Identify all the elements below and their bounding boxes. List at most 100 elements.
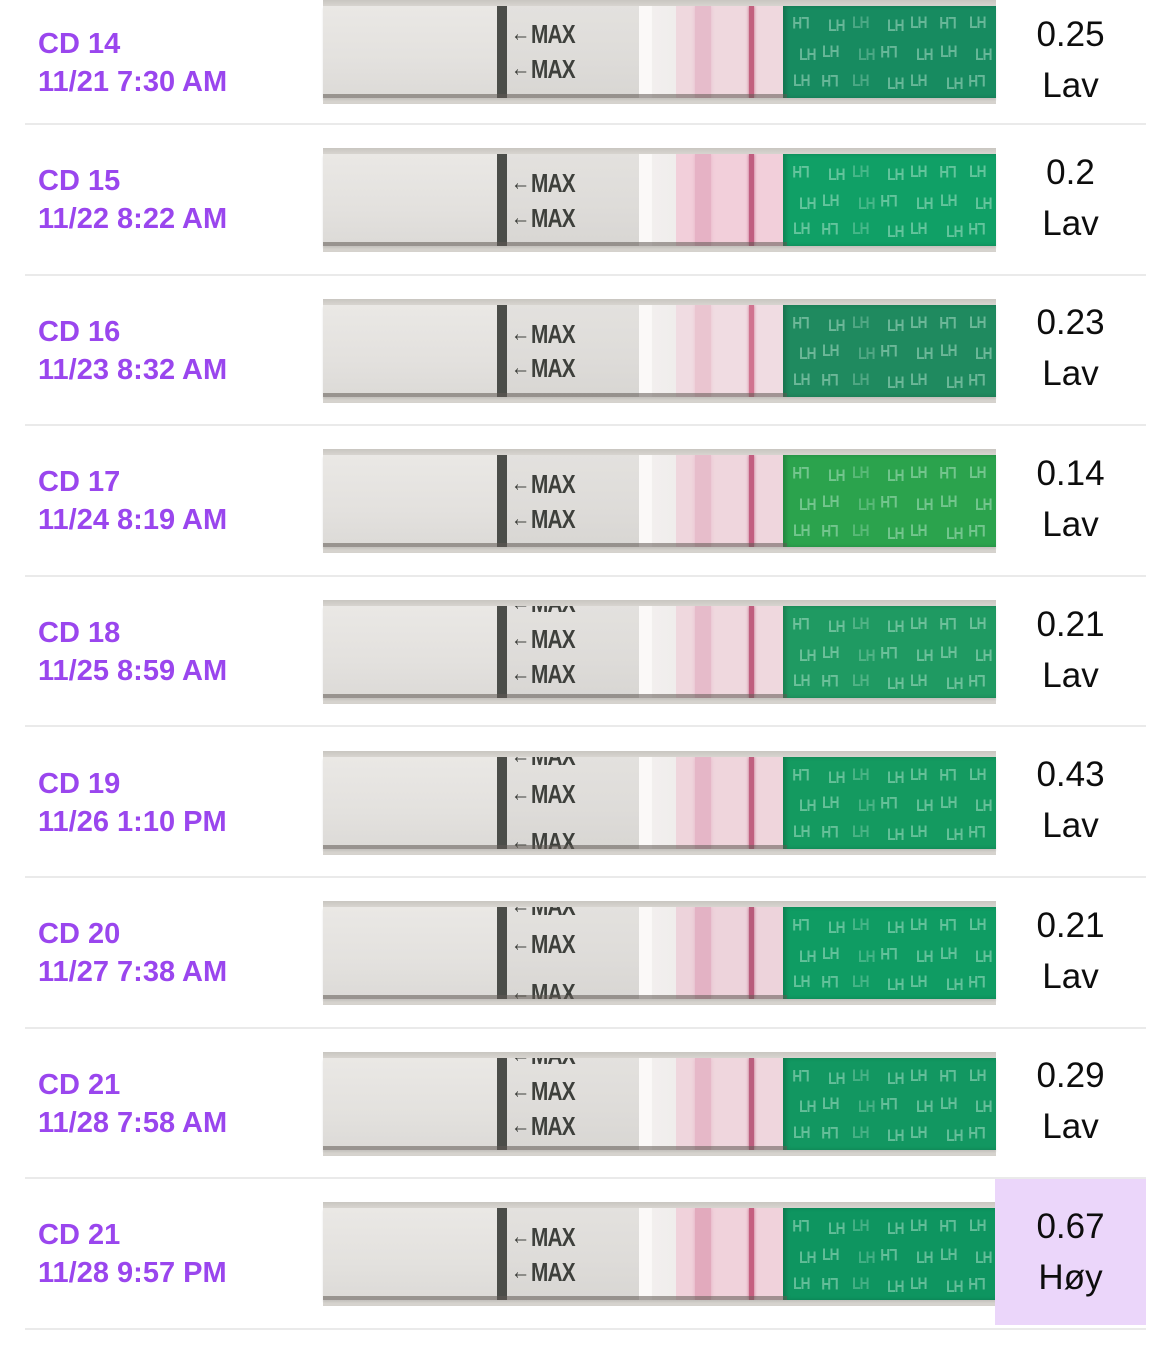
left-arrow-icon: ←	[510, 319, 530, 347]
max-label: ←MAX	[511, 606, 576, 616]
left-arrow-icon: ←	[510, 1112, 530, 1140]
max-text: MAX	[530, 318, 576, 349]
lh-handle-letters: LH	[939, 162, 957, 182]
max-text: MAX	[530, 54, 576, 85]
test-entry-row[interactable]: CD 15 11/22 8:22 AM ← MAX ← MAX LH LH LH LH LH L…	[0, 125, 1170, 276]
lh-handle-letters: LH	[851, 915, 869, 935]
lh-handle-letters: LH	[910, 821, 927, 841]
lh-handle-letters: LH	[969, 463, 986, 483]
test-strip-photo[interactable]: ← MAX ← MAX LH LH LH LH LH LH LH LH LH LH LH LH LH LH LH L…	[323, 449, 996, 554]
lh-handle-letters: LH	[793, 915, 810, 935]
lh-handle-letters: LH	[881, 1244, 898, 1264]
result-cell: 0.43 Lav	[995, 727, 1146, 873]
max-label: ←MAX	[511, 205, 576, 231]
strip-white-gap	[639, 756, 676, 849]
lh-test-strip: ←MAX←MAX←MAX LHLHLHLHLHLHLHLHLHLHLHLHLHL…	[323, 907, 996, 1000]
lh-handle-letters: LH	[975, 796, 992, 816]
test-strip-photo[interactable]: ←MAX←MAX←MAX LHLHLHLHLHLHLHLHLHLHLHLHLHL…	[323, 600, 996, 705]
test-entry-row[interactable]: CD 17 11/24 8:19 AM ← MAX ← MAX LH LH LH LH LH L…	[0, 426, 1170, 577]
test-strip-photo[interactable]: ← MAX ← MAX LH LH LH LH LH LH LH LH LH LH LH LH LH LH LH L…	[323, 1202, 996, 1307]
result-cell: 0.21 Lav	[995, 577, 1146, 723]
strip-max-label-section: ←MAX←MAX←MAX	[506, 756, 640, 849]
lh-handle-letters: LH	[939, 463, 957, 483]
lh-handle-letters: LH	[939, 613, 957, 633]
lh-handle-letters: LH	[828, 767, 845, 787]
lh-handle-letters: LH	[851, 1273, 869, 1293]
lh-handle-letters: LH	[793, 70, 810, 90]
lh-handle-letters: LH	[799, 1247, 816, 1267]
date-time-label: 11/28 7:58 AM	[38, 1106, 228, 1139]
test-entry-row[interactable]: CD 21 11/28 7:58 AM ←MAX←MAX←MAX LHLHLHL…	[0, 1028, 1170, 1180]
strip-max-line-mark	[496, 1208, 507, 1301]
strip-white-gap	[639, 1208, 676, 1301]
test-entry-row[interactable]: CD 20 11/27 7:38 AM ←MAX←MAX←MAX LHLHLHL…	[0, 877, 1170, 1029]
left-arrow-icon: ←	[510, 828, 530, 849]
test-strip-list: CD 14 11/21 7:30 AM ← MAX ← MAX LH LH LH LH LH L…	[0, 0, 1170, 1330]
lh-handle-letters: LH	[793, 972, 810, 992]
strip-result-window	[675, 455, 783, 548]
cycle-day-label: CD 21	[38, 1219, 121, 1252]
lh-handle-letters: LH	[822, 520, 839, 540]
strip-green-handle: LH LH LH LH LH LH LH LH LH LH LH LH LH LH LH LH LH LH LH LH…	[782, 455, 996, 548]
entry-date-block: CD 16 11/23 8:32 AM	[38, 313, 227, 389]
test-strip-photo[interactable]: ← MAX ← MAX LH LH LH LH LH LH LH LH LH LH LH LH LH LH LH L…	[323, 148, 996, 253]
lh-handle-letters: LH	[910, 463, 927, 483]
strip-result-window	[675, 907, 783, 1000]
test-value: 0.23	[1036, 303, 1105, 343]
lh-handle-letters: LH	[828, 16, 845, 36]
test-entry-row[interactable]: CD 18 11/25 8:59 AM ←MAX←MAX←MAX LHLHLHL…	[0, 576, 1170, 728]
strip-max-label-section: ←MAX←MAX←MAX	[506, 1057, 640, 1150]
lh-handle-letters: LH	[793, 312, 810, 332]
result-cell: 0.21 Lav	[995, 878, 1146, 1024]
test-level-label: Lav	[1042, 354, 1099, 394]
max-label: ←MAX	[511, 980, 576, 999]
test-line	[694, 455, 711, 548]
lh-handle-letters: LH	[822, 41, 839, 61]
test-entry-row[interactable]: CD 14 11/21 7:30 AM ← MAX ← MAX LH LH LH LH LH L…	[0, 0, 1170, 125]
lh-handle-letters: LH	[793, 13, 810, 33]
strip-result-window	[675, 606, 783, 699]
strip-max-line-mark	[496, 756, 507, 849]
max-text: MAX	[530, 659, 576, 690]
test-entry-row[interactable]: CD 21 11/28 9:57 PM ← MAX ← MAX LH LH LH LH LH L…	[0, 1179, 1170, 1330]
lh-handle-letters: LH	[887, 616, 904, 636]
strip-paper-section	[323, 455, 497, 548]
lh-handle-letters: LH	[969, 162, 986, 182]
lh-handle-letters: LH	[916, 1097, 933, 1117]
max-text: MAX	[530, 504, 576, 535]
lh-handle-letters: LH	[939, 1065, 957, 1085]
lh-handle-letters: LH	[945, 222, 963, 242]
lh-handle-letters: LH	[822, 793, 839, 813]
lh-handle-letters: LH	[939, 312, 957, 332]
test-strip-photo[interactable]: ← MAX ← MAX LH LH LH LH LH LH LH LH LH LH LH LH LH LH LH L…	[323, 298, 996, 403]
strip-white-gap	[639, 5, 676, 98]
test-strip-photo[interactable]: ←MAX←MAX←MAX LHLHLHLHLHLHLHLHLHLHLHLHLHL…	[323, 1051, 996, 1156]
lh-handle-letters: LH	[828, 165, 845, 185]
lh-handle-letters: LH	[799, 44, 816, 64]
strip-paper-section	[323, 304, 497, 397]
lh-handle-letters: LH	[822, 972, 839, 992]
test-level-label: Lav	[1042, 806, 1099, 846]
lh-handle-letters: LH	[887, 1219, 904, 1239]
left-arrow-icon: ←	[511, 606, 530, 615]
strip-max-label-section: ← MAX ← MAX	[506, 154, 640, 247]
control-line	[749, 455, 755, 548]
test-line	[694, 5, 711, 98]
lh-handle-letters: LH	[793, 520, 810, 540]
lh-handle-letters: LH	[910, 13, 927, 33]
lh-handle-letters: LH	[851, 1065, 869, 1085]
lh-handle-letters: LH	[945, 73, 963, 93]
test-strip-photo[interactable]: ←MAX←MAX←MAX LHLHLHLHLHLHLHLHLHLHLHLHLHL…	[323, 750, 996, 855]
lh-handle-letters: LH	[822, 943, 839, 963]
max-text: MAX	[530, 1076, 576, 1107]
lh-handle-letters: LH	[851, 764, 869, 784]
test-value: 0.21	[1036, 905, 1105, 945]
test-strip-photo[interactable]: ← MAX ← MAX LH LH LH LH LH LH LH LH LH LH LH LH LH LH LH L…	[323, 0, 996, 104]
lh-handle-letters: LH	[828, 616, 845, 636]
lh-handle-letters: LH	[822, 1273, 839, 1293]
lh-handle-letters: LH	[969, 70, 986, 90]
test-strip-photo[interactable]: ←MAX←MAX←MAX LHLHLHLHLHLHLHLHLHLHLHLHLHL…	[323, 901, 996, 1006]
max-label: ←MAX	[511, 757, 576, 769]
test-entry-row[interactable]: CD 19 11/26 1:10 PM ←MAX←MAX←MAX LHLHLHL…	[0, 727, 1170, 878]
test-entry-row[interactable]: CD 16 11/23 8:32 AM ← MAX ← MAX LH LH LH LH LH L…	[0, 275, 1170, 427]
